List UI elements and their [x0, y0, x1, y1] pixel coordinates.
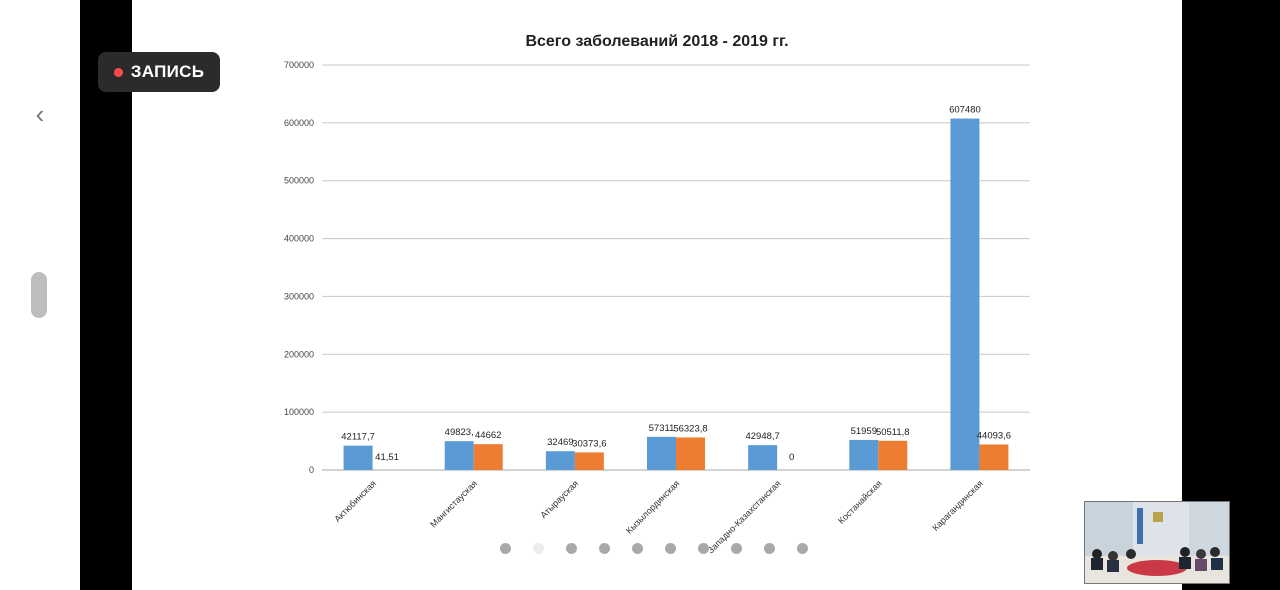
presentation-slide: Всего заболеваний 2018 - 2019 гг. 0 100000…	[132, 0, 1182, 590]
data-label: 30373,6	[572, 438, 606, 449]
pager-dot[interactable]	[698, 543, 709, 554]
recording-dot-icon	[113, 67, 123, 77]
bar	[849, 439, 879, 470]
y-tick-label: 0	[309, 465, 314, 475]
category-label: Атырауская	[538, 478, 580, 520]
video-scene	[1085, 502, 1229, 583]
bar	[748, 445, 778, 470]
chevron-left-icon[interactable]: ‹	[35, 99, 45, 129]
data-label: 44662	[475, 430, 501, 441]
recording-badge: ЗАПИСЬ	[98, 52, 220, 92]
pager-dot[interactable]	[599, 543, 610, 554]
y-tick-label: 500000	[284, 176, 314, 186]
pager-dot[interactable]	[566, 543, 577, 554]
data-label: 50511,8	[876, 427, 910, 438]
bar	[574, 452, 604, 470]
data-label: 42117,7	[341, 432, 375, 443]
participant-video-thumbnail[interactable]	[1084, 501, 1230, 584]
bar	[343, 445, 373, 470]
bar	[473, 444, 503, 470]
scroll-handle[interactable]	[31, 272, 47, 318]
pager-dot[interactable]	[632, 543, 643, 554]
y-tick-label: 600000	[284, 118, 314, 128]
data-label: 51959	[851, 426, 877, 437]
pager-dot[interactable]	[731, 543, 742, 554]
recording-label: ЗАПИСЬ	[130, 62, 205, 81]
data-label: 607480	[949, 105, 981, 116]
y-tick-label: 400000	[284, 234, 314, 244]
y-tick-label: 200000	[284, 349, 314, 359]
data-label: 0	[789, 452, 794, 463]
data-label: 57311	[649, 423, 675, 434]
bar	[676, 437, 705, 470]
data-label: 44093,6	[977, 430, 1011, 441]
category-label: Кызылординская	[624, 478, 682, 536]
pager-dot[interactable]	[665, 543, 676, 554]
pager-dot[interactable]	[797, 543, 808, 554]
category-label: Актюбинская	[332, 478, 378, 524]
chart-title: Всего заболеваний 2018 - 2019 гг.	[525, 33, 788, 50]
pager-dot[interactable]	[764, 543, 775, 554]
data-label: 56323,8	[673, 423, 707, 434]
bar	[647, 436, 676, 470]
y-tick-label: 700000	[284, 60, 314, 70]
data-label: 42948,7	[745, 431, 779, 442]
bar-chart: Всего заболеваний 2018 - 2019 гг. 0 100000…	[284, 33, 1030, 556]
category-label: Костанайская	[836, 478, 884, 526]
pager-dot[interactable]	[533, 543, 544, 554]
bar	[444, 441, 474, 470]
slide-pager	[500, 543, 808, 554]
bar	[950, 118, 980, 471]
bar	[545, 451, 575, 470]
right-panel	[1182, 0, 1280, 590]
data-label: 41,51	[375, 452, 399, 463]
category-label: Мангистауская	[428, 478, 479, 529]
bar	[878, 440, 908, 470]
y-tick-label: 100000	[284, 407, 314, 417]
y-tick-label: 300000	[284, 291, 314, 301]
pager-dot[interactable]	[500, 543, 511, 554]
data-label: 32469	[547, 437, 573, 448]
bar	[979, 444, 1009, 470]
data-label: 49823,	[445, 427, 474, 438]
category-label: Карагандинская	[930, 478, 985, 533]
